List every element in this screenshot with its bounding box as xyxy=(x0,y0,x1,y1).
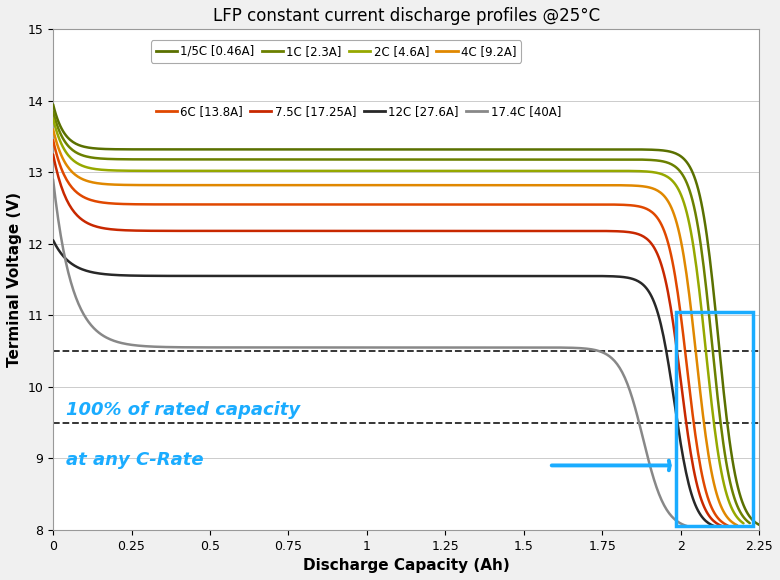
Y-axis label: Terminal Voltage (V): Terminal Voltage (V) xyxy=(7,192,22,367)
Title: LFP constant current discharge profiles @25°C: LFP constant current discharge profiles … xyxy=(213,7,600,25)
Legend: 6C [13.8A], 7.5C [17.25A], 12C [27.6A], 17.4C [40A]: 6C [13.8A], 7.5C [17.25A], 12C [27.6A], … xyxy=(151,100,566,123)
Bar xyxy=(676,311,753,526)
Text: at any C-Rate: at any C-Rate xyxy=(66,451,204,469)
Text: 100% of rated capacity: 100% of rated capacity xyxy=(66,401,300,419)
X-axis label: Discharge Capacity (Ah): Discharge Capacity (Ah) xyxy=(303,558,509,573)
